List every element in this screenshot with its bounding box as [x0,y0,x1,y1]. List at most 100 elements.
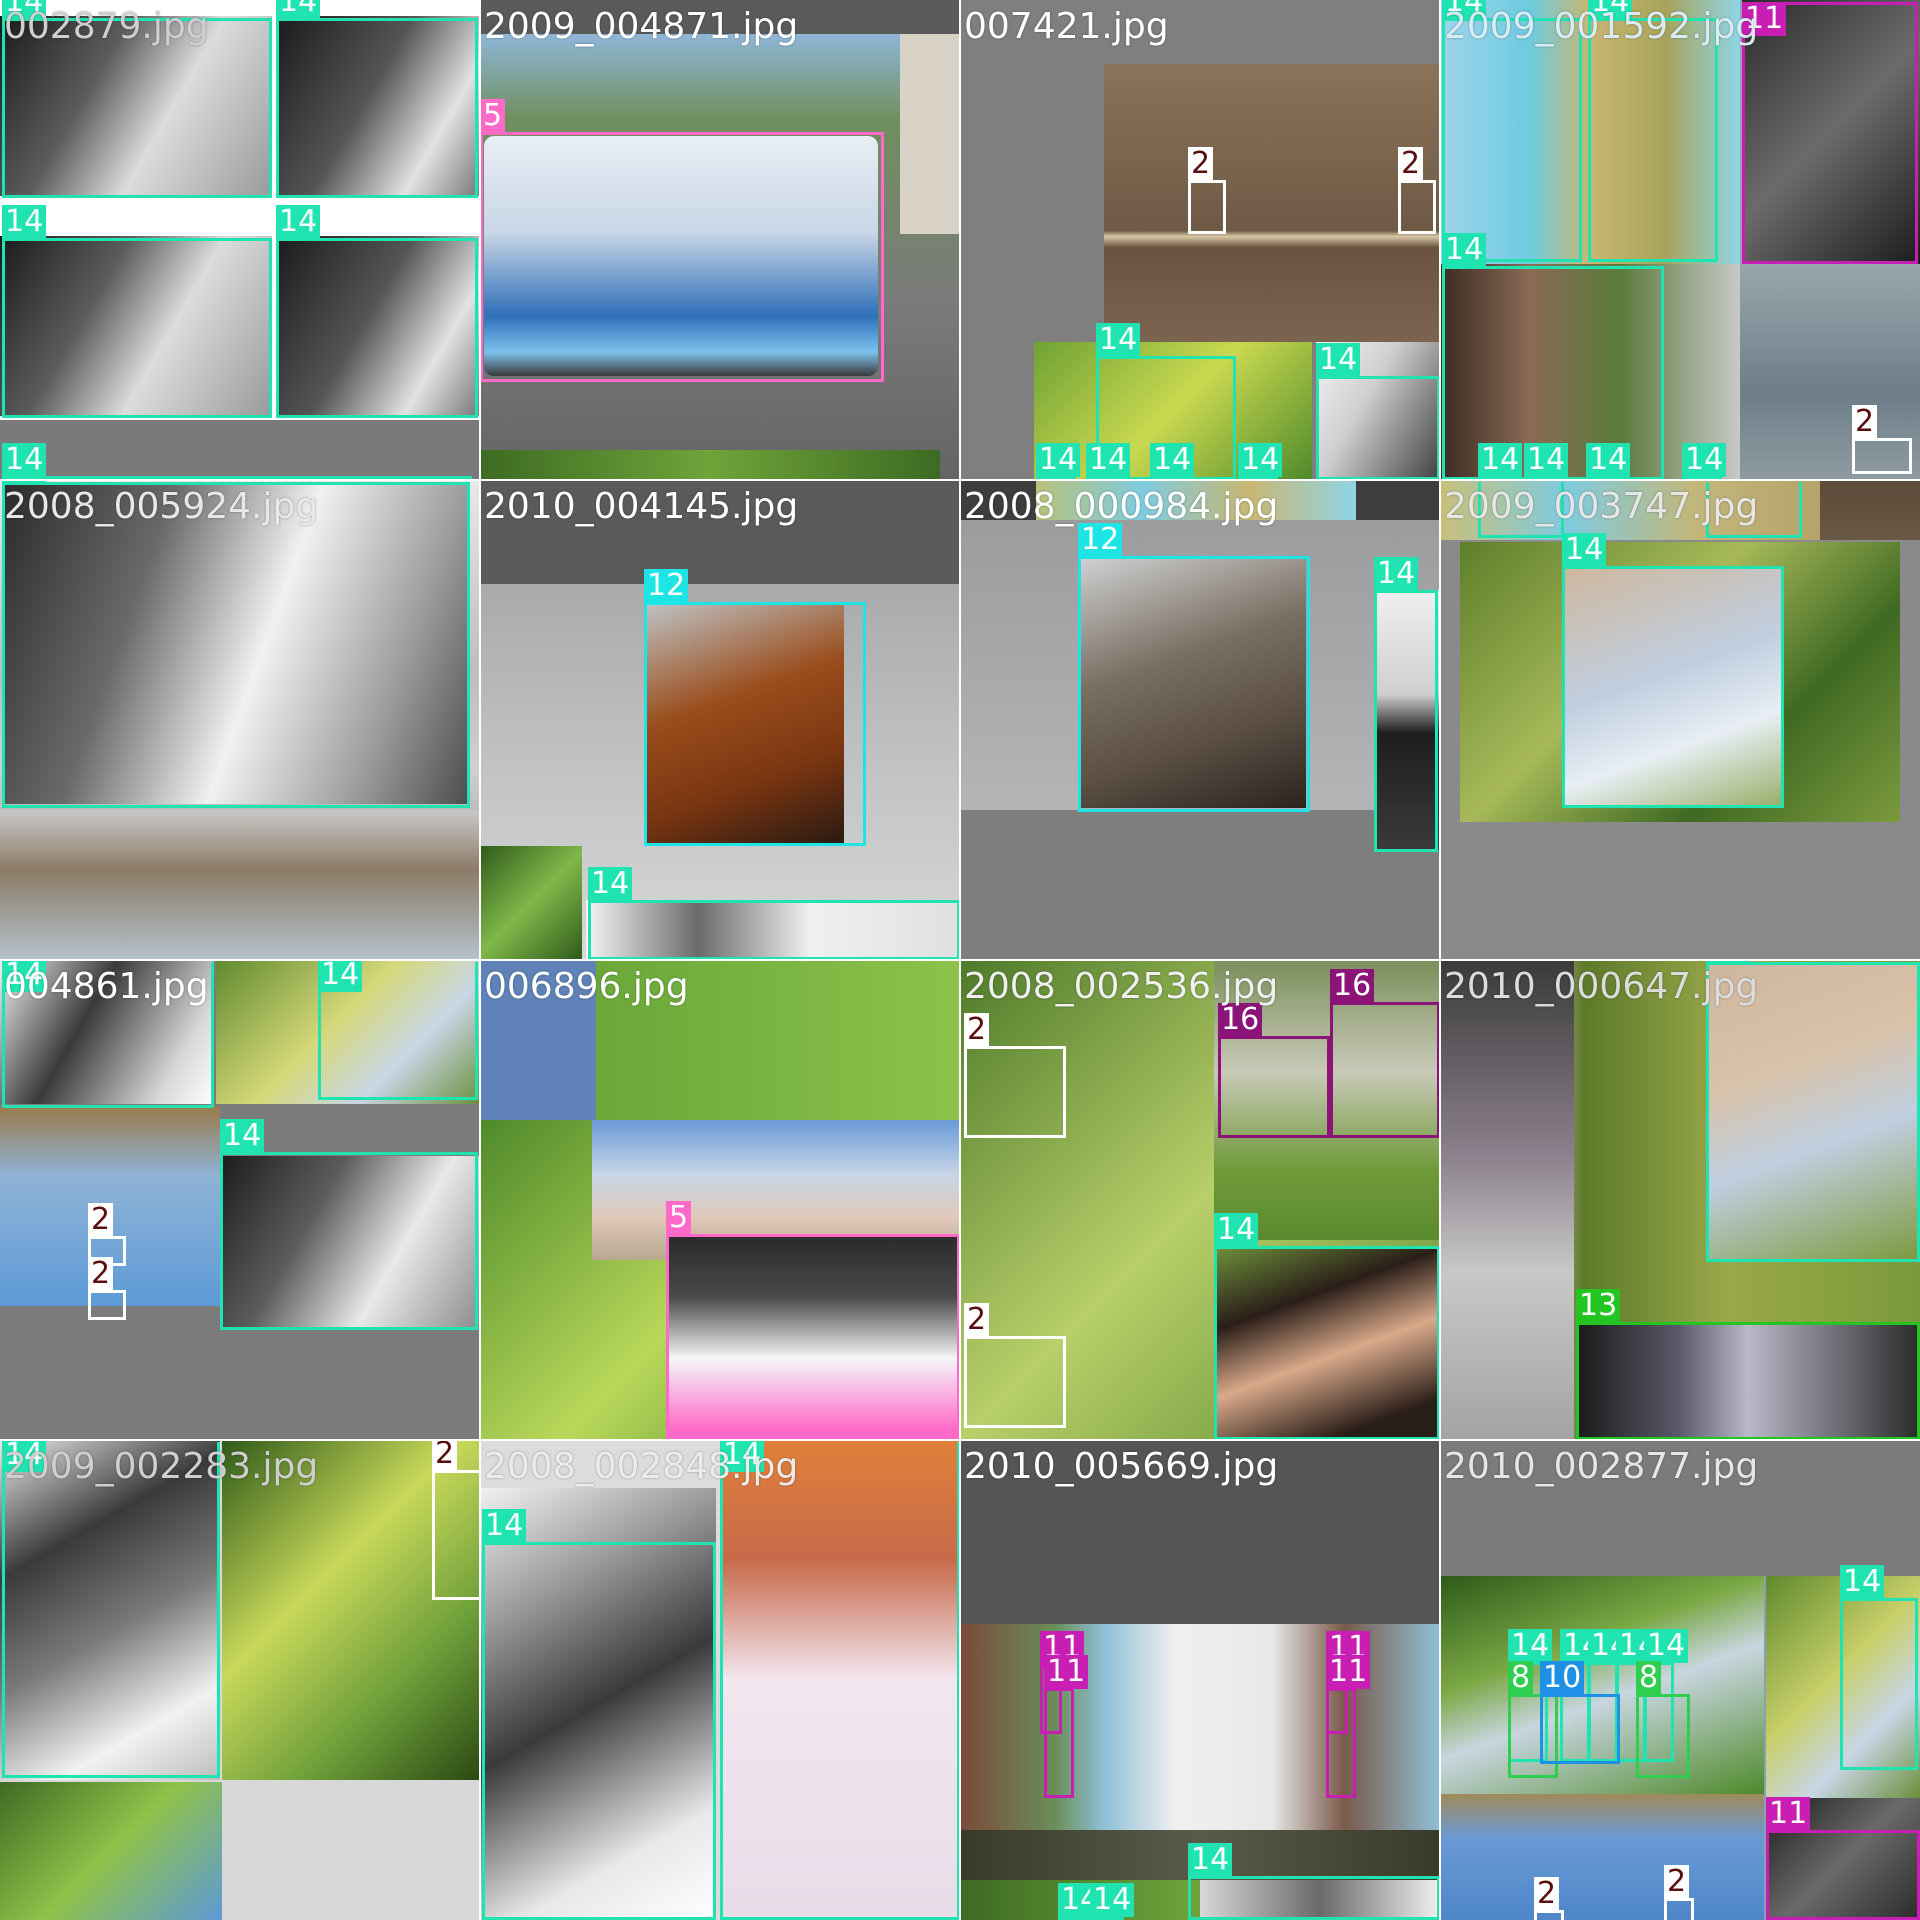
tile-image: 2008_005924.jpg 14 [0,480,480,960]
bark-photo [1104,64,1440,342]
bbox-person: 14 [2,0,272,198]
image-filename: 2010_004145.jpg [484,486,799,527]
class-label: 14 [1644,1629,1689,1663]
bbox-bird: 2 [1534,1877,1564,1920]
bbox-person: 14 [2,443,472,480]
image-filename: 2008_000984.jpg [964,486,1279,527]
bbox-person: 14 [1442,0,1582,262]
image-filename: 2010_002877.jpg [1444,1446,1759,1487]
horse-photo [1080,558,1306,808]
class-label: 2 [1664,1865,1690,1899]
bbox-bird: 2 [964,1303,1066,1428]
class-label: 14 [1524,443,1569,477]
class-label: 14 [1442,0,1487,19]
class-label: 12 [644,569,689,603]
bbox-person: 14 [1682,443,1727,480]
bbox-bird: 2 [1664,1865,1694,1920]
bbox-person: 14 [588,867,960,960]
class-label: 14 [1150,443,1195,477]
tile-image: 2008_000984.jpg 12 14 [960,480,1440,960]
bbox-dog: 11 [1742,2,1918,264]
bbox-bird: 2 [964,1013,1066,1138]
class-label: 2 [88,1203,114,1237]
class-label: 13 [1576,1289,1621,1323]
image-filename: 2009_002283.jpg [4,1446,319,1487]
bbox-horse: 12 [1078,523,1310,812]
bbox-bird: 2 [1188,147,1226,234]
bbox-dog: 11 [1766,1797,1920,1920]
class-label: 14 [2,0,47,19]
bbox-person: 14 [276,0,478,198]
bbox-bird: 2 [88,1257,126,1320]
woman-photo [586,900,960,960]
bbox-bus: 5 [666,1201,960,1440]
bbox-person: 14 [1374,557,1438,852]
water-photo [1740,264,1920,480]
man-photo [720,1440,960,1920]
class-label: 14 [1682,443,1727,477]
bbox-bird: 2 [432,1440,480,1600]
class-label: 5 [666,1201,692,1235]
water-photo [1440,1794,1764,1920]
image-filename: 2008_002848.jpg [484,1446,799,1487]
class-label: 14 [1238,443,1283,477]
bbox-person: 14 [2,1440,220,1778]
class-label: 2 [1188,147,1214,181]
bbox-person: 14 [220,1119,478,1330]
water-photo [0,810,480,960]
bbox-diningtable: 10 [1540,1661,1620,1764]
class-label: 2 [1398,147,1424,181]
bbox-person: 14 [1706,960,1920,1262]
woman-photo [1376,590,1440,850]
class-label: 14 [1442,233,1487,267]
tile-image: 004861.jpg 14 14 14 2 2 [0,960,480,1440]
class-label: 14 [1508,1629,1553,1663]
class-label: 14 [1588,0,1633,19]
tile-image: 2010_005669.jpg 11 11 11 11 14 14 14 [960,1440,1440,1920]
room-photo [1440,960,1574,1440]
bbox-chair: 8 [1636,1661,1690,1778]
class-label: 11 [1766,1797,1811,1831]
bbox-bird: 2 [1398,147,1436,234]
woman-photo [276,236,480,416]
bbox-person [1706,482,1802,538]
woman-photo [0,236,272,416]
bbox-horse: 12 [644,569,866,846]
bbox-person: 14 [1478,443,1523,480]
class-label: 14 [1036,443,1081,477]
class-label: 2 [964,1013,990,1047]
image-filename: 2008_005924.jpg [4,486,319,527]
bbox-person: 14 [1058,1883,1103,1920]
image-filename: 007421.jpg [964,6,1169,47]
class-label: 14 [2,480,47,483]
class-label: 14 [720,1440,765,1472]
image-filename: 2010_000647.jpg [1444,966,1759,1007]
tile-image: 2009_001592.jpg 14 14 11 14 2 14 14 14 1… [1440,0,1920,480]
bbox-person: 14 [1586,443,1631,480]
bbox-person: 14 [1316,343,1440,480]
leaves-photo [480,846,582,960]
class-label: 14 [2,960,47,992]
tile-image: 2009_003747.jpg 14 [1440,480,1920,960]
image-filename: 2009_004871.jpg [484,6,799,47]
garden-photo [1440,1576,1764,1794]
bbox-person: 14 [276,205,478,418]
class-label: 16 [1330,969,1375,1003]
class-label: 5 [480,99,506,133]
class-label: 14 [1840,1565,1885,1599]
class-label: 14 [2,205,47,239]
bbox-motorbike: 13 [1576,1289,1920,1440]
woman-photo [0,16,272,196]
bbox-chair: 8 [1508,1661,1558,1778]
bbox-person: 14 [1214,1213,1440,1440]
image-filename: 004861.jpg [4,966,209,1007]
bbox-sheep: 16 [1218,1003,1330,1138]
tile-image: 2010_004145.jpg 12 14 [480,480,960,960]
class-label: 11 [1742,2,1787,36]
bbox-person: 14 [1150,443,1195,480]
class-label: 14 [1706,960,1751,963]
class-label: 14 [220,1119,265,1153]
class-label: 14 [2,1440,47,1472]
class-label: 14 [1586,443,1631,477]
bbox-bird: 2 [1852,405,1912,474]
